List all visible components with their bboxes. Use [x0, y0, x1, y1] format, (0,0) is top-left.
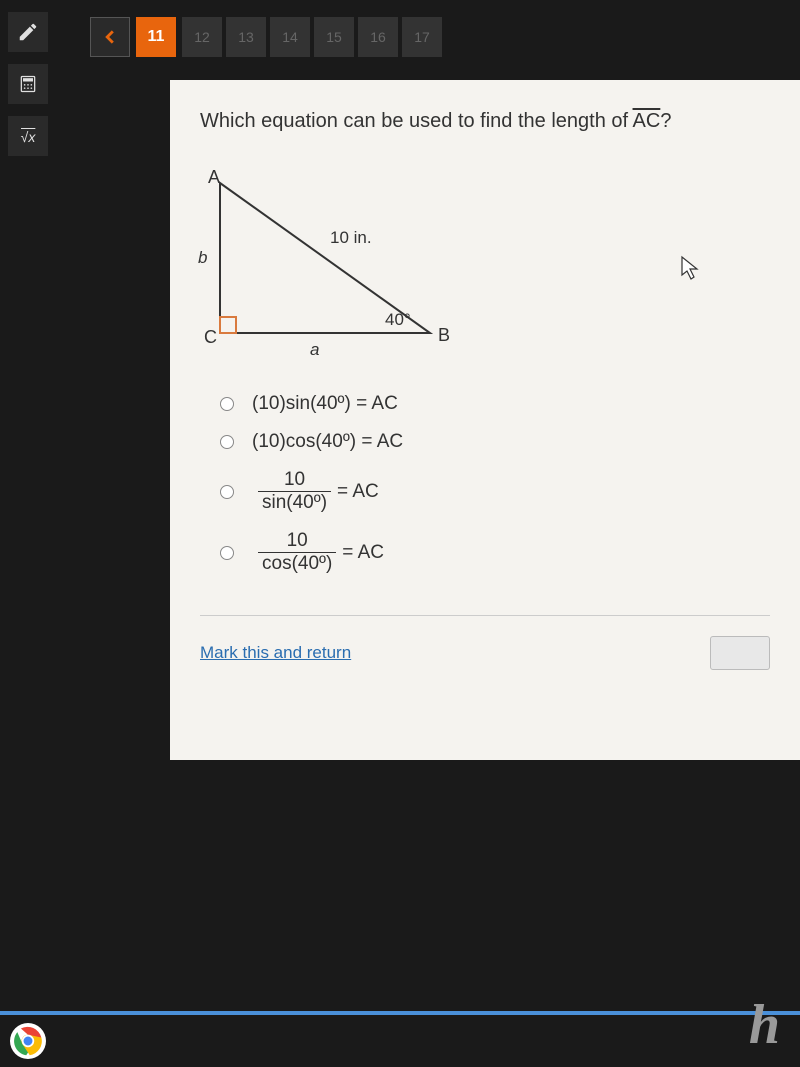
- vertex-A-label: A: [208, 167, 220, 187]
- formula-tool-button[interactable]: √x: [8, 116, 48, 156]
- angle-B-label: 40°: [385, 310, 411, 329]
- next-button[interactable]: [710, 636, 770, 670]
- calculator-tool-button[interactable]: [8, 64, 48, 104]
- vertex-C-label: C: [204, 327, 217, 347]
- question-nav-item[interactable]: 16: [358, 17, 398, 57]
- option-4-suffix: = AC: [342, 542, 384, 564]
- question-nav-item[interactable]: 17: [402, 17, 442, 57]
- radio-icon[interactable]: [220, 435, 234, 449]
- question-nav-bar: 11 12 13 14 15 16 17: [0, 12, 800, 62]
- triangle-diagram: A B C b a 10 in. 40°: [190, 163, 470, 363]
- question-panel: Which equation can be used to find the l…: [170, 80, 800, 760]
- question-nav-item[interactable]: 12: [182, 17, 222, 57]
- fraction-numerator: 10: [280, 469, 309, 491]
- panel-footer: Mark this and return: [200, 615, 770, 670]
- option-3-suffix: = AC: [337, 481, 379, 503]
- side-b-label: b: [198, 248, 207, 267]
- segment-name: AC: [633, 110, 661, 132]
- hypotenuse-label: 10 in.: [330, 228, 372, 247]
- question-nav-item[interactable]: 15: [314, 17, 354, 57]
- prompt-prefix: Which equation can be used to find the l…: [200, 110, 633, 132]
- chrome-icon[interactable]: [10, 1023, 46, 1059]
- question-nav-item[interactable]: 13: [226, 17, 266, 57]
- fraction-numerator: 10: [283, 530, 312, 552]
- prompt-suffix: ?: [660, 110, 671, 132]
- option-2[interactable]: (10)cos(40º) = AC: [220, 431, 770, 453]
- mouse-cursor-icon: [680, 255, 700, 283]
- radio-icon[interactable]: [220, 397, 234, 411]
- hp-logo: h: [749, 993, 780, 1057]
- nav-back-button[interactable]: [90, 17, 130, 57]
- option-2-text: (10)cos(40º) = AC: [252, 431, 403, 453]
- question-nav-item[interactable]: 14: [270, 17, 310, 57]
- option-1[interactable]: (10)sin(40º) = AC: [220, 393, 770, 415]
- fraction-denominator: sin(40º): [258, 491, 331, 514]
- current-question-number[interactable]: 11: [136, 17, 176, 57]
- mark-return-link[interactable]: Mark this and return: [200, 643, 351, 663]
- radio-icon[interactable]: [220, 546, 234, 560]
- answer-options: (10)sin(40º) = AC (10)cos(40º) = AC 10 s…: [220, 393, 770, 575]
- option-4[interactable]: 10 cos(40º) = AC: [220, 530, 770, 575]
- question-prompt: Which equation can be used to find the l…: [200, 110, 770, 133]
- taskbar: [0, 1011, 800, 1067]
- side-a-label: a: [310, 340, 319, 359]
- vertex-B-label: B: [438, 325, 450, 345]
- option-3-fraction: 10 sin(40º): [258, 469, 331, 514]
- option-3[interactable]: 10 sin(40º) = AC: [220, 469, 770, 514]
- option-1-text: (10)sin(40º) = AC: [252, 393, 398, 415]
- radio-icon[interactable]: [220, 485, 234, 499]
- option-4-fraction: 10 cos(40º): [258, 530, 336, 575]
- fraction-denominator: cos(40º): [258, 552, 336, 575]
